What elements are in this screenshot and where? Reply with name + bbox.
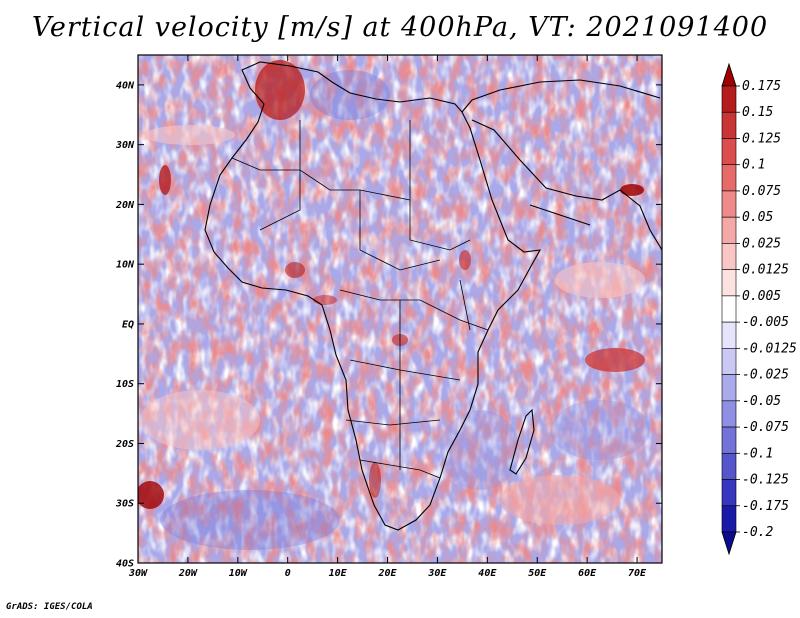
colorbar: 0.175 0.15 0.125 0.1 0.075 0.05 0.025 0.0125 0.0… — [721, 62, 797, 556]
lon-tick-label: 60E — [578, 568, 597, 579]
lon-tick-label: 0 — [285, 568, 291, 579]
colorbar-swatch — [721, 295, 737, 323]
colorbar-swatch — [721, 400, 737, 428]
colorbar-swatch — [721, 452, 737, 480]
lat-tick-label: EQ — [122, 319, 134, 330]
colorbar-swatch — [721, 321, 737, 349]
colorbar-label: 0.025 — [742, 236, 781, 251]
lat-tick-label: 30S — [115, 499, 134, 510]
colorbar-swatch — [721, 216, 737, 244]
colorbar-label: -0.05 — [742, 394, 781, 409]
colorbar-swatch — [721, 426, 737, 454]
colorbar-swatch — [721, 85, 737, 113]
colorbar-swatch — [721, 190, 737, 218]
colorbar-label: 0.175 — [742, 79, 781, 94]
colorbar-swatch — [721, 479, 737, 507]
colorbar-swatch — [721, 164, 737, 192]
colorbar-label: -0.0125 — [742, 341, 797, 356]
colorbar-swatch — [721, 269, 737, 297]
colorbar-label: -0.1 — [742, 446, 773, 461]
velocity-field — [138, 55, 662, 563]
colorbar-label: 0.05 — [742, 210, 773, 225]
colorbar-swatch — [721, 348, 737, 375]
lon-tick-label: 20W — [178, 568, 198, 579]
lon-tick-label: 70E — [628, 568, 647, 579]
lon-tick-label: 30W — [128, 568, 148, 579]
grads-credit: GrADS: IGES/COLA — [6, 602, 93, 612]
colorbar-label: -0.175 — [742, 499, 789, 514]
lat-tick-label: 30N — [115, 140, 135, 151]
colorbar-label: 0.1 — [742, 158, 765, 173]
coastlines — [204, 61, 662, 531]
colorbar-swatch — [721, 243, 737, 270]
lon-tick-label: 10E — [329, 568, 348, 579]
lat-tick-label: 40N — [116, 80, 135, 91]
lat-tick-label: 20S — [115, 439, 134, 450]
colorbar-label: 0.005 — [742, 289, 781, 304]
lon-tick-label: 50E — [528, 568, 547, 579]
lon-tick-label: 40E — [478, 568, 497, 579]
lon-tick-label: 20E — [377, 568, 397, 579]
colorbar-swatch — [721, 505, 737, 533]
lon-tick-label: 30E — [427, 568, 447, 579]
lat-tick-label: 20N — [115, 200, 135, 211]
colorbar-swatch — [721, 138, 737, 166]
colorbar-swatch — [721, 374, 737, 402]
longitude-axis: 30W 20W 10W 0 10E 20E 30E 40E 50E 60E 70E — [128, 55, 647, 579]
colorbar-label: 0.075 — [742, 184, 781, 199]
lat-tick-label: 10S — [116, 379, 134, 390]
colorbar-label: 0.15 — [742, 105, 773, 120]
colorbar-label: -0.005 — [742, 315, 789, 330]
colorbar-label: -0.075 — [742, 420, 789, 435]
colorbar-label: 0.0125 — [742, 263, 789, 278]
colorbar-top-arrow — [721, 62, 737, 87]
lat-tick-label: 40S — [116, 559, 134, 570]
colorbar-label: -0.125 — [742, 473, 789, 488]
plot-frame — [137, 54, 663, 564]
latitude-axis: 40N 30N 20N 10N EQ 10S 20S 30S 40S — [115, 80, 662, 570]
colorbar-label: -0.025 — [742, 368, 789, 383]
colorbar-swatch — [721, 111, 737, 139]
country-borders — [231, 120, 489, 479]
lat-tick-label: 10N — [116, 260, 135, 271]
lon-tick-label: 10W — [229, 568, 248, 579]
colorbar-bottom-arrow — [721, 531, 737, 556]
colorbar-label: 0.125 — [742, 131, 781, 146]
map-title: Vertical velocity [m/s] at 400hPa, VT: 2… — [31, 12, 769, 43]
colorbar-label: -0.2 — [742, 525, 773, 540]
